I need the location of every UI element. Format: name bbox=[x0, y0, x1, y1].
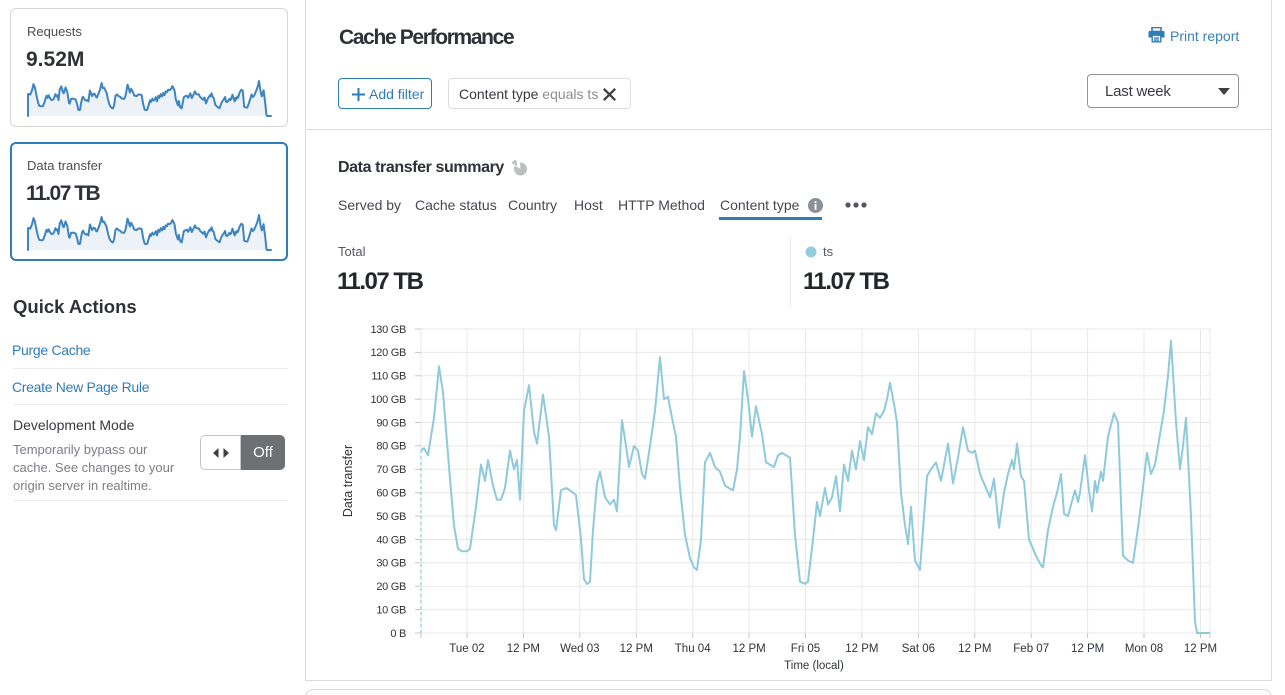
svg-text:12 PM: 12 PM bbox=[1071, 643, 1104, 655]
svg-text:120 GB: 120 GB bbox=[370, 347, 406, 359]
svg-text:Mon 08: Mon 08 bbox=[1125, 643, 1163, 655]
svg-text:12 PM: 12 PM bbox=[1184, 643, 1217, 655]
svg-text:110 GB: 110 GB bbox=[371, 371, 406, 383]
svg-text:40 GB: 40 GB bbox=[376, 534, 406, 546]
svg-text:12 PM: 12 PM bbox=[958, 643, 991, 655]
svg-text:Wed 03: Wed 03 bbox=[560, 643, 599, 655]
svg-text:50 GB: 50 GB bbox=[376, 511, 406, 523]
svg-text:Feb 07: Feb 07 bbox=[1013, 643, 1049, 655]
svg-text:100 GB: 100 GB bbox=[370, 394, 406, 406]
svg-text:12 PM: 12 PM bbox=[507, 643, 540, 655]
svg-text:Thu 04: Thu 04 bbox=[675, 643, 711, 655]
svg-text:90 GB: 90 GB bbox=[376, 417, 406, 429]
svg-text:12 PM: 12 PM bbox=[845, 643, 878, 655]
svg-text:12 PM: 12 PM bbox=[620, 643, 653, 655]
svg-text:10 GB: 10 GB bbox=[376, 604, 406, 616]
svg-text:Data transfer: Data transfer bbox=[341, 445, 355, 517]
svg-text:12 PM: 12 PM bbox=[732, 643, 765, 655]
svg-text:Sat 06: Sat 06 bbox=[902, 643, 935, 655]
svg-text:Fri 05: Fri 05 bbox=[791, 643, 820, 655]
svg-text:30 GB: 30 GB bbox=[376, 558, 406, 570]
svg-text:80 GB: 80 GB bbox=[376, 441, 406, 453]
svg-text:70 GB: 70 GB bbox=[376, 464, 406, 476]
svg-text:20 GB: 20 GB bbox=[376, 581, 406, 593]
svg-text:Tue 02: Tue 02 bbox=[449, 643, 484, 655]
svg-text:60 GB: 60 GB bbox=[376, 488, 406, 500]
svg-text:0 B: 0 B bbox=[390, 628, 406, 640]
svg-text:130 GB: 130 GB bbox=[370, 324, 406, 336]
svg-text:Time (local): Time (local) bbox=[784, 660, 844, 672]
